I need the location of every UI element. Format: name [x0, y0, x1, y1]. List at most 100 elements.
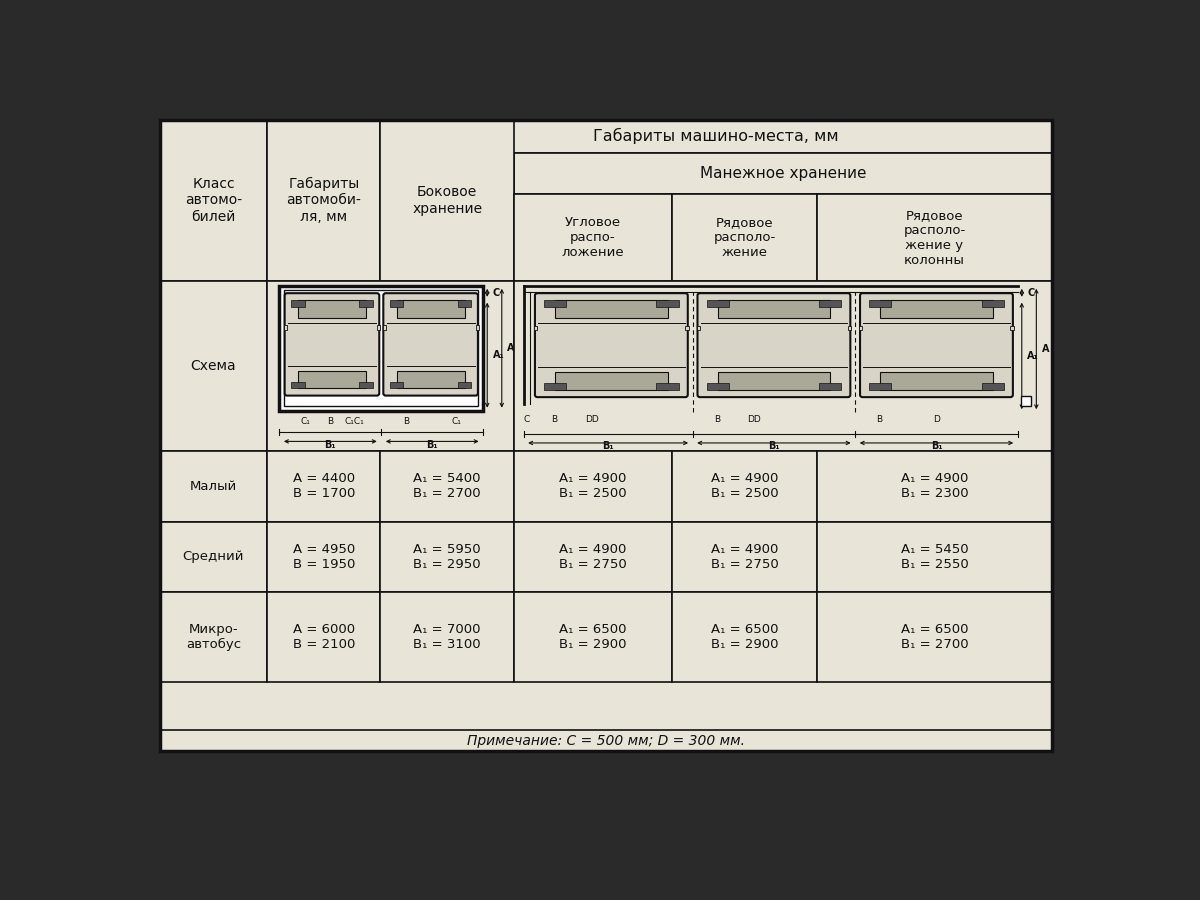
Text: Класс
автомо-
билей: Класс автомо- билей: [185, 177, 242, 223]
Text: B₁: B₁: [602, 441, 614, 451]
Text: B₁: B₁: [426, 439, 438, 450]
Text: B: B: [328, 417, 334, 426]
Bar: [396, 371, 464, 389]
Bar: [160, 281, 268, 451]
Bar: [982, 382, 1003, 390]
Bar: [820, 301, 841, 308]
Text: A₁ = 6500
B₁ = 2900: A₁ = 6500 B₁ = 2900: [559, 623, 626, 651]
Text: B: B: [403, 417, 409, 426]
Text: Габариты
автомоби-
ля, мм: Габариты автомоби- ля, мм: [287, 177, 361, 223]
Text: A₁ = 5450
B₁ = 2550: A₁ = 5450 B₁ = 2550: [900, 543, 968, 571]
FancyBboxPatch shape: [860, 293, 1013, 397]
Bar: [268, 120, 380, 281]
Text: Габариты машино-места, мм: Габариты машино-места, мм: [593, 128, 839, 144]
Bar: [284, 291, 479, 406]
Bar: [707, 382, 728, 390]
Bar: [685, 326, 689, 330]
Bar: [298, 301, 366, 318]
Text: B: B: [552, 415, 558, 424]
Text: Схема: Схема: [191, 359, 236, 373]
Bar: [514, 153, 1051, 194]
FancyBboxPatch shape: [697, 293, 851, 397]
Bar: [697, 326, 700, 330]
Bar: [268, 451, 380, 522]
Bar: [380, 522, 514, 591]
Bar: [556, 301, 667, 319]
Text: A = 6000
B = 2100: A = 6000 B = 2100: [293, 623, 355, 651]
Bar: [1010, 326, 1014, 330]
Bar: [556, 372, 667, 390]
Bar: [859, 326, 863, 330]
Bar: [475, 325, 479, 329]
Bar: [160, 153, 380, 194]
Bar: [458, 382, 472, 389]
Bar: [848, 326, 851, 330]
Bar: [514, 194, 672, 281]
Text: B₁: B₁: [324, 439, 336, 450]
Bar: [377, 325, 380, 329]
Bar: [268, 522, 380, 591]
Bar: [383, 325, 385, 329]
Text: A₁ = 5400
B₁ = 2700: A₁ = 5400 B₁ = 2700: [413, 472, 481, 500]
Text: DD: DD: [748, 415, 761, 424]
Bar: [514, 451, 672, 522]
Text: A₁ = 6500
B₁ = 2700: A₁ = 6500 B₁ = 2700: [901, 623, 968, 651]
Bar: [881, 372, 992, 390]
Bar: [292, 301, 305, 307]
Bar: [160, 591, 268, 681]
Bar: [160, 730, 1051, 751]
Text: D: D: [934, 415, 940, 424]
Text: Примечание: C = 500 мм; D = 300 мм.: Примечание: C = 500 мм; D = 300 мм.: [467, 734, 745, 748]
Bar: [514, 591, 672, 681]
Text: Рядовое
располо-
жение у
колонны: Рядовое располо- жение у колонны: [904, 209, 966, 266]
FancyBboxPatch shape: [284, 293, 379, 396]
Bar: [820, 382, 841, 390]
Text: DD: DD: [584, 415, 599, 424]
Text: A₁ = 4900
B₁ = 2500: A₁ = 4900 B₁ = 2500: [559, 472, 626, 500]
Text: A₁ = 4900
B₁ = 2750: A₁ = 4900 B₁ = 2750: [710, 543, 779, 571]
Bar: [672, 451, 817, 522]
Text: A₁: A₁: [1027, 351, 1039, 361]
Bar: [160, 120, 380, 153]
Bar: [672, 194, 817, 281]
Bar: [396, 301, 464, 318]
Bar: [817, 451, 1051, 522]
Text: A₁ = 4900
B₁ = 2750: A₁ = 4900 B₁ = 2750: [559, 543, 626, 571]
Bar: [982, 301, 1003, 308]
Bar: [380, 120, 1051, 153]
Bar: [534, 326, 538, 330]
Bar: [390, 382, 403, 389]
Text: Малый: Малый: [190, 480, 238, 493]
Text: B: B: [876, 415, 883, 424]
Bar: [1021, 396, 1032, 406]
Text: Боковое
хранение: Боковое хранение: [412, 185, 482, 215]
Bar: [544, 382, 566, 390]
Bar: [292, 382, 305, 389]
Bar: [268, 281, 514, 451]
Bar: [718, 372, 830, 390]
Bar: [718, 301, 830, 319]
Bar: [656, 382, 679, 390]
FancyBboxPatch shape: [535, 293, 688, 397]
Text: C: C: [1027, 288, 1034, 298]
Bar: [160, 522, 268, 591]
Text: A₁ = 4900
B₁ = 2300: A₁ = 4900 B₁ = 2300: [901, 472, 968, 500]
Bar: [380, 591, 514, 681]
Text: A₁ = 7000
B₁ = 3100: A₁ = 7000 B₁ = 3100: [413, 623, 481, 651]
Bar: [817, 591, 1051, 681]
Bar: [869, 382, 892, 390]
Bar: [380, 153, 514, 194]
Bar: [284, 325, 287, 329]
Bar: [544, 301, 566, 308]
Text: Угловое
распо-
ложение: Угловое распо- ложение: [562, 216, 624, 259]
Bar: [672, 522, 817, 591]
Bar: [280, 286, 484, 410]
Text: A: A: [1042, 344, 1050, 354]
Bar: [359, 382, 373, 389]
Text: A = 4400
B = 1700: A = 4400 B = 1700: [293, 472, 355, 500]
Bar: [380, 451, 514, 522]
Text: A: A: [508, 343, 515, 353]
Text: Микро-
автобус: Микро- автобус: [186, 623, 241, 651]
Bar: [881, 301, 992, 319]
Text: B: B: [714, 415, 720, 424]
